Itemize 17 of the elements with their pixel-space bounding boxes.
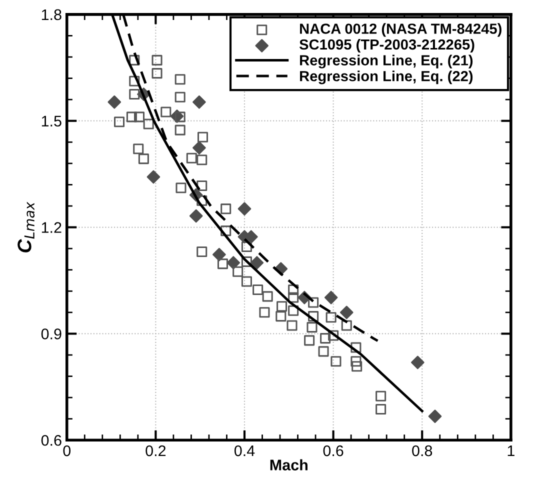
x-tick-label: 0.2 (146, 445, 166, 456)
legend-label: Regression Line, Eq. (21) (300, 54, 473, 68)
x-tick-label: 0.6 (323, 445, 344, 456)
x-tick-label: 0 (63, 445, 71, 456)
x-axis-title: Mach (270, 459, 308, 470)
legend-label: NACA 0012 (NASA TM-84245) (300, 23, 502, 37)
x-tick-label: 0.8 (412, 445, 432, 456)
x-tick-label: 0.4 (234, 445, 255, 456)
y-tick-label: 1.5 (42, 116, 62, 127)
x-tick-label: 1 (508, 446, 514, 456)
legend-label: SC1095 (TP-2003-212265) (299, 38, 474, 53)
y-tick-label: 0.9 (41, 328, 62, 340)
y-axis-title: C$_{Lmax}$ (18, 202, 35, 252)
y-tick-label: 1.2 (42, 222, 62, 233)
legend-label: Regression Line, Eq. (22) (300, 70, 473, 84)
y-tick-label: 0.6 (41, 434, 62, 446)
y-tick-label: 1.8 (42, 9, 62, 20)
